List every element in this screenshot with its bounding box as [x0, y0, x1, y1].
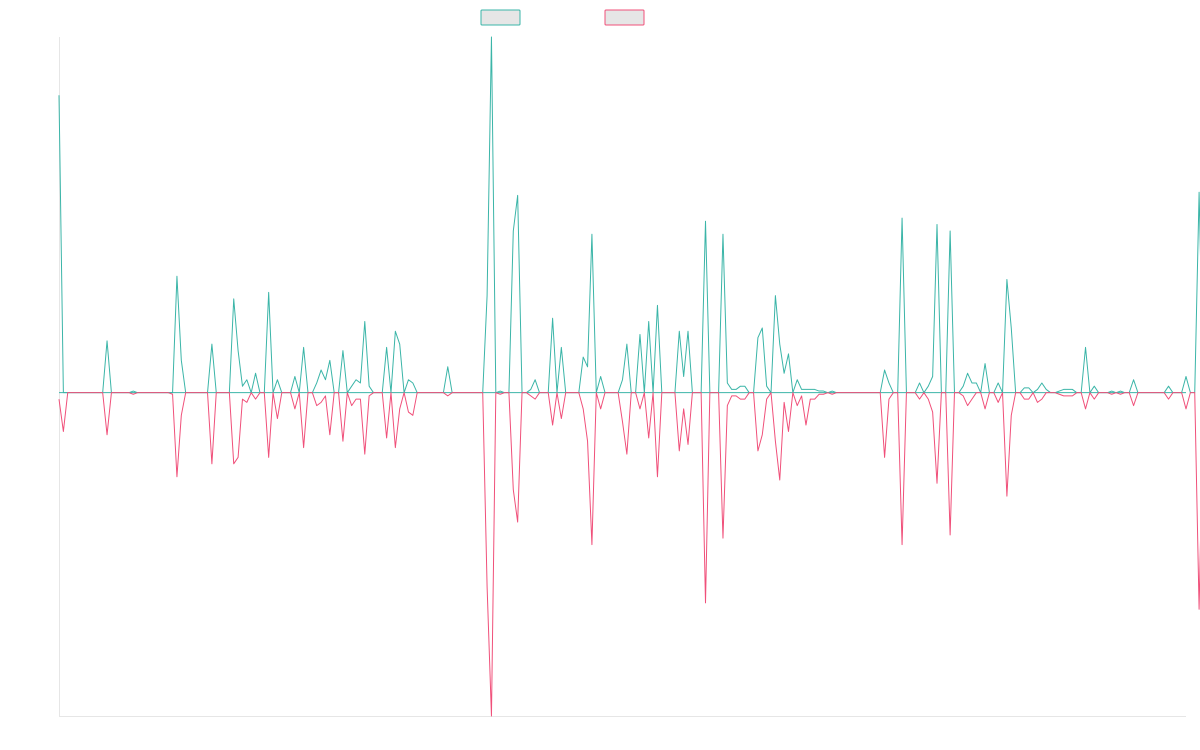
legend	[480, 9, 645, 26]
series-layer	[58, 36, 1200, 717]
legend-swatch-pink[interactable]	[604, 9, 645, 26]
series-line-pink	[58, 392, 1200, 717]
series-line-teal	[58, 36, 1200, 394]
legend-swatch-teal[interactable]	[480, 9, 521, 26]
